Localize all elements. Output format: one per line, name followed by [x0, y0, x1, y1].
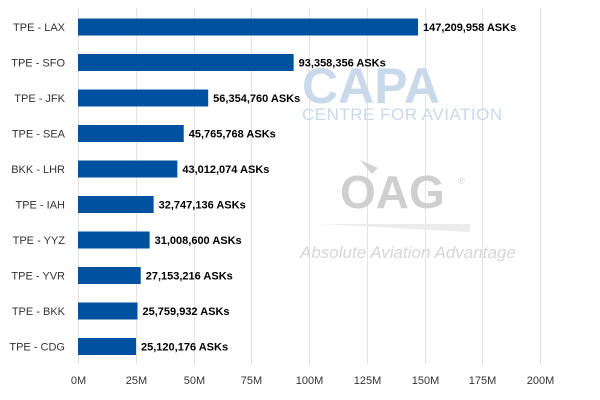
- oag-tagline: Absolute Aviation Advantage: [299, 243, 516, 262]
- bar: [78, 231, 150, 249]
- bar-data-label: 27,153,216 ASKs: [146, 271, 233, 283]
- x-tick-label: 50M: [184, 375, 205, 387]
- oag-divider-shape: [320, 224, 470, 232]
- x-tick-label: 100M: [296, 375, 324, 387]
- category-label: TPE - IAH: [15, 200, 65, 212]
- bar: [78, 338, 137, 355]
- bar: [78, 89, 209, 107]
- category-label: TPE - YYZ: [13, 235, 66, 247]
- bar-data-label: 45,765,768 ASKs: [189, 129, 276, 141]
- x-tick-label: 25M: [126, 375, 147, 387]
- x-tick-label: 0M: [71, 375, 86, 387]
- bar: [78, 160, 178, 178]
- bar-data-label: 25,120,176 ASKs: [141, 342, 228, 354]
- x-tick-label: 150M: [412, 375, 440, 387]
- x-tick-label: 200M: [527, 375, 555, 387]
- category-labels: TPE - LAX TPE - SFO TPE - JFK TPE - SEA BKK …: [9, 22, 65, 354]
- x-axis-tick-labels: 0M 25M 50M 75M 100M 125M 150M 175M 200M: [71, 375, 554, 387]
- category-label: TPE - CDG: [9, 342, 65, 354]
- bar-data-label: 43,012,074 ASKs: [182, 164, 269, 176]
- x-tick-label: 75M: [241, 375, 262, 387]
- category-label: BKK - LHR: [11, 164, 65, 176]
- bar: [78, 196, 154, 213]
- bar: [78, 267, 141, 284]
- bar: [78, 125, 184, 142]
- capa-logo-subtitle: CENTRE FOR AVIATION: [302, 105, 503, 124]
- data-labels: 147,209,958 ASKs 93,358,356 ASKs 56,354,76…: [141, 22, 516, 354]
- oag-logo-text: OAG: [340, 166, 445, 218]
- bar-data-label: 32,747,136 ASKs: [159, 200, 246, 212]
- category-label: TPE - BKK: [12, 306, 66, 318]
- bar-data-label: 56,354,760 ASKs: [213, 93, 300, 105]
- bar: [78, 302, 138, 320]
- category-label: TPE - SEA: [12, 129, 66, 141]
- bar-data-label: 147,209,958 ASKs: [423, 22, 516, 34]
- oag-swoosh-icon: [360, 160, 378, 174]
- x-tick-label: 125M: [354, 375, 382, 387]
- oag-registered-mark: ®: [458, 176, 465, 186]
- bar: [78, 18, 419, 36]
- capa-logo-text: CAPA: [302, 58, 440, 114]
- bar-data-label: 25,759,932 ASKs: [143, 306, 230, 318]
- category-label: TPE - LAX: [13, 22, 66, 34]
- watermarks: CAPA CENTRE FOR AVIATION OAG ® Absolute …: [299, 58, 516, 262]
- category-label: TPE - JFK: [14, 93, 65, 105]
- bars: [78, 18, 419, 355]
- bar-data-label: 93,358,356 ASKs: [299, 58, 386, 70]
- category-label: TPE - YVR: [11, 271, 65, 283]
- bar-data-label: 31,008,600 ASKs: [155, 235, 242, 247]
- bar: [78, 54, 294, 71]
- x-tick-label: 175M: [469, 375, 497, 387]
- category-label: TPE - SFO: [11, 58, 65, 70]
